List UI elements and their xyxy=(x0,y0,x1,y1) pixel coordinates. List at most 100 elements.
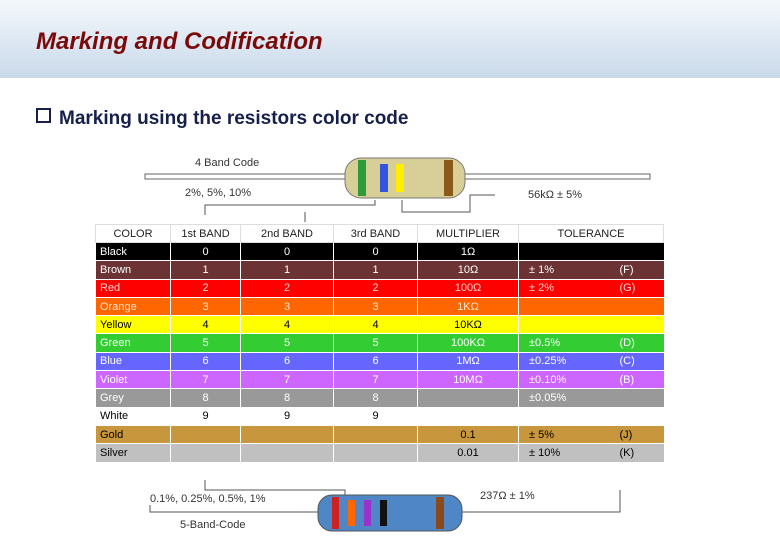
table-cell: 2 xyxy=(333,278,418,298)
bracket xyxy=(401,194,495,213)
table-cell: Brown xyxy=(95,260,171,280)
table-cell xyxy=(615,315,664,334)
table-cell: (C) xyxy=(615,351,664,371)
table-cell: 1KΩ xyxy=(417,296,519,316)
table-cell xyxy=(170,424,241,444)
band xyxy=(380,500,387,526)
table-cell: 1 xyxy=(240,260,334,280)
table-row: Blue 6 6 6 1MΩ ±0.25% (C) xyxy=(95,351,664,371)
table-cell xyxy=(615,296,664,316)
lead xyxy=(462,490,621,513)
header-cell: 3rd BAND xyxy=(333,224,418,243)
table-cell: ±0.10% xyxy=(518,370,616,389)
band xyxy=(444,160,453,196)
table-cell: 9 xyxy=(333,406,418,426)
resistor-4band xyxy=(144,157,651,222)
table-cell: 0 xyxy=(170,241,241,261)
table-cell: ± 2% xyxy=(518,278,616,298)
table-cell: 0 xyxy=(333,241,418,261)
table-row: Green 5 5 5 100KΩ ±0.5% (D) xyxy=(95,333,664,353)
table-cell: 10KΩ xyxy=(417,315,519,334)
header-cell: MULTIPLIER xyxy=(417,224,519,243)
table-cell: 1MΩ xyxy=(417,351,519,371)
table-cell: White xyxy=(95,406,171,426)
header-row: COLOR 1st BAND 2nd BAND 3rd BAND MULTIPLIER T… xyxy=(95,224,665,243)
table-cell xyxy=(615,406,664,426)
table-cell: Silver xyxy=(95,443,171,462)
header-band xyxy=(0,0,780,78)
table-cell: (J) xyxy=(615,424,664,444)
table-cell: 5 xyxy=(240,333,334,353)
band xyxy=(364,500,371,526)
table-cell: 3 xyxy=(240,296,334,316)
resistor-5band xyxy=(149,480,621,532)
table-cell: 8 xyxy=(240,388,334,408)
table-cell: Violet xyxy=(95,370,171,389)
bracket xyxy=(204,480,346,496)
label: 2%, 5%, 10% xyxy=(185,187,251,199)
table-cell: 1 xyxy=(333,260,418,280)
table-cell xyxy=(333,424,418,444)
table-cell: (B) xyxy=(615,370,664,389)
bracket xyxy=(204,200,376,215)
table-cell xyxy=(417,406,519,426)
band xyxy=(436,497,444,529)
table-cell: Green xyxy=(95,333,171,353)
bullet: Marking using the resistors color code xyxy=(36,108,408,130)
table-cell: 1Ω xyxy=(417,241,519,261)
table-cell: 4 xyxy=(240,315,334,334)
color-code-table: COLOR 1st BAND 2nd BAND 3rd BAND MULTIPLIER T… xyxy=(95,224,665,462)
table-cell: (K) xyxy=(615,443,664,462)
band xyxy=(358,160,366,196)
table-cell: 0 xyxy=(240,241,334,261)
table-cell xyxy=(170,443,241,462)
table-row: White 9 9 9 xyxy=(95,406,664,426)
table-cell xyxy=(417,388,519,408)
table-cell: 100KΩ xyxy=(417,333,519,353)
table-cell: Black xyxy=(95,241,171,261)
table-cell: 2 xyxy=(170,278,241,298)
table-cell xyxy=(615,388,664,408)
band xyxy=(380,164,388,192)
slide-title: Marking and Codification xyxy=(36,28,323,55)
band xyxy=(332,497,339,529)
table-cell: (G) xyxy=(615,278,664,298)
table-row: Yellow 4 4 4 10KΩ xyxy=(95,315,664,334)
table-row: Red 2 2 2 100Ω ± 2% (G) xyxy=(95,278,664,298)
header-cell: TOLERANCE xyxy=(517,224,665,243)
label: 5-Band-Code xyxy=(180,519,245,531)
table-row: Grey 8 8 8 ±0.05% xyxy=(95,388,664,408)
label: 237Ω ± 1% xyxy=(480,490,535,502)
label: 4 Band Code xyxy=(195,157,259,169)
table-cell: 6 xyxy=(333,351,418,371)
label: 56kΩ ± 5% xyxy=(528,189,582,201)
table-cell xyxy=(615,241,664,261)
table-row: Gold 0.1 ± 5% (J) xyxy=(95,424,664,444)
table-cell: 0.1 xyxy=(417,424,519,444)
table-cell: (F) xyxy=(615,260,664,280)
header-cell: COLOR xyxy=(95,224,171,243)
table-cell: ±0.05% xyxy=(518,388,616,408)
table-row: Violet 7 7 7 10MΩ ±0.10% (B) xyxy=(95,370,664,389)
table-cell: 5 xyxy=(170,333,241,353)
table-cell: Grey xyxy=(95,388,171,408)
table-cell: 5 xyxy=(333,333,418,353)
band xyxy=(348,500,355,526)
table-cell: ± 5% xyxy=(518,424,616,444)
header-cell: 2nd BAND xyxy=(240,224,334,243)
body xyxy=(344,157,466,199)
table-row: Brown 1 1 1 10Ω ± 1% (F) xyxy=(95,260,664,280)
table-cell: 0.01 xyxy=(417,443,519,462)
table-cell: 9 xyxy=(170,406,241,426)
table-cell: 3 xyxy=(333,296,418,316)
lead xyxy=(149,505,318,513)
table-cell xyxy=(518,241,616,261)
table-cell: Blue xyxy=(95,351,171,371)
table-cell: 100Ω xyxy=(417,278,519,298)
table-cell: 4 xyxy=(170,315,241,334)
table-cell: ± 10% xyxy=(518,443,616,462)
table-cell: 3 xyxy=(170,296,241,316)
table-cell: 10MΩ xyxy=(417,370,519,389)
